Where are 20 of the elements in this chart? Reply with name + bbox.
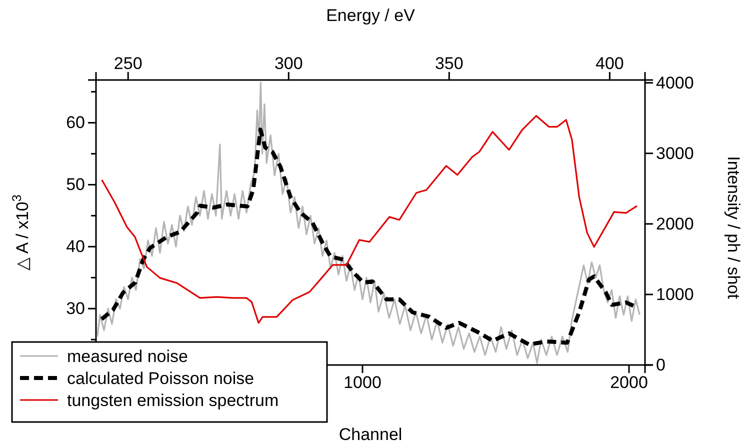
y-tick-label: 60 [66,113,85,132]
y2-axis-title: Intensity / ph / shot [724,156,743,300]
x2-tick-label: 400 [595,54,624,73]
y2-tick-label: 1000 [656,284,694,304]
line-series [101,115,638,324]
x2-tick-label: 300 [274,54,303,73]
x2-axis-title: Energy / eV [326,6,416,25]
legend-label: tungsten emission spectrum [67,391,279,410]
y2-tick-label: 2000 [656,214,694,234]
x-axis-title: Channel [338,425,402,444]
legend-label: calculated Poisson noise [67,369,254,388]
y2-tick-label: 4000 [656,73,694,92]
y-tick-label: 40 [66,237,85,256]
y2-tick-label: 0 [656,355,666,374]
y2-tick-label: 3000 [656,144,694,163]
x2-tick-label: 350 [434,54,464,73]
y-tick-label: 30 [66,299,85,318]
y-tick-label: 50 [66,175,85,194]
x2-tick-label: 250 [114,54,142,73]
legend-label: measured noise [67,347,188,366]
